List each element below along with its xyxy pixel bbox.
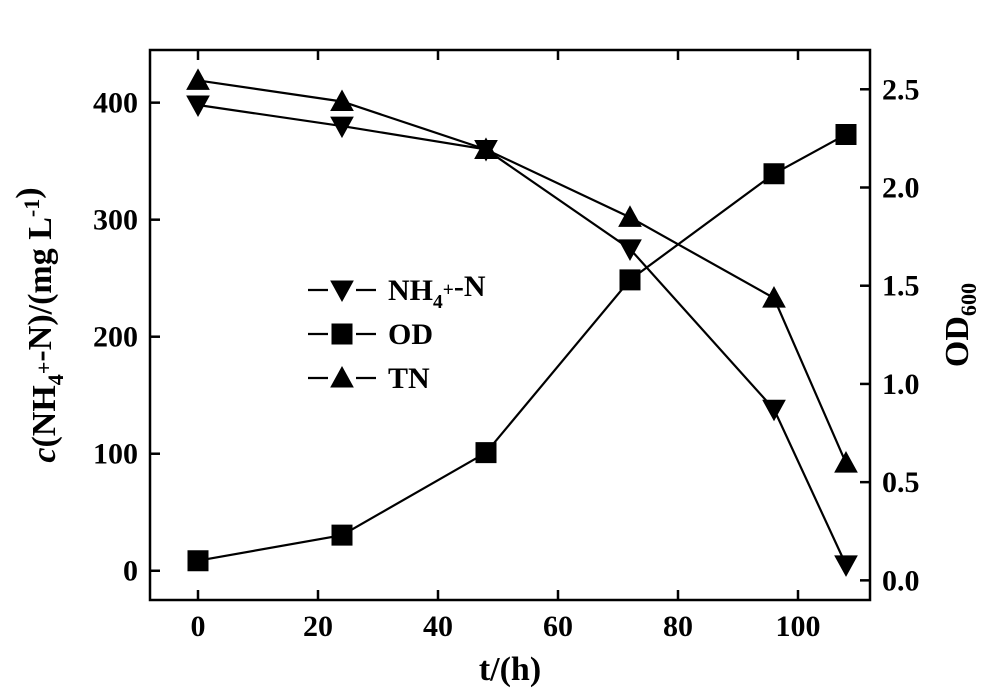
svg-text:40: 40 — [423, 610, 453, 643]
dual-axis-line-chart: 0 20 40 60 80 100 t/(h) 0 100 200 300 400 0.0 0.5 1.0 1… — [0, 0, 1000, 700]
svg-text:1.5: 1.5 — [882, 270, 920, 303]
marker-OD — [476, 443, 496, 463]
marker-TN — [835, 452, 857, 472]
svg-text:60: 60 — [543, 610, 573, 643]
marker-OD — [764, 164, 784, 184]
series-line-NH4-N — [198, 105, 846, 565]
marker-NH4-N — [763, 400, 785, 420]
marker-TN — [763, 287, 785, 307]
legend-label-OD: OD — [388, 318, 433, 351]
svg-text:0: 0 — [123, 555, 138, 588]
marker-TN — [187, 69, 209, 89]
marker-TN — [619, 206, 641, 226]
svg-text:0: 0 — [191, 610, 206, 643]
legend-label-NH4-N: NH4+-N — [388, 270, 486, 313]
svg-text:200: 200 — [93, 321, 138, 354]
svg-text:2.5: 2.5 — [882, 73, 920, 106]
series-line-OD — [198, 134, 846, 560]
svg-text:c(NH4+-N)/(mg L-1): c(NH4+-N)/(mg L-1) — [10, 187, 68, 462]
chart-container: 0 20 40 60 80 100 t/(h) 0 100 200 300 400 0.0 0.5 1.0 1… — [0, 0, 1000, 700]
svg-text:t/(h): t/(h) — [479, 651, 541, 688]
marker-OD — [620, 270, 640, 290]
legend-marker-OD — [332, 324, 352, 344]
svg-text:300: 300 — [93, 204, 138, 237]
marker-OD — [332, 525, 352, 545]
marker-OD — [836, 124, 856, 144]
series-line-TN — [198, 80, 846, 463]
svg-text:OD600: OD600 — [939, 283, 981, 367]
svg-text:80: 80 — [663, 610, 693, 643]
svg-text:1.0: 1.0 — [882, 368, 920, 401]
svg-text:20: 20 — [303, 610, 333, 643]
svg-text:100: 100 — [776, 610, 821, 643]
marker-OD — [188, 551, 208, 571]
legend-marker-NH4-N — [331, 281, 353, 301]
legend-label-TN: TN — [388, 362, 430, 395]
svg-text:400: 400 — [93, 87, 138, 120]
legend-marker-TN — [331, 367, 353, 387]
marker-NH4-N — [835, 556, 857, 576]
svg-text:0.0: 0.0 — [882, 564, 920, 597]
svg-text:2.0: 2.0 — [882, 172, 920, 205]
svg-text:0.5: 0.5 — [882, 466, 920, 499]
svg-text:100: 100 — [93, 438, 138, 471]
